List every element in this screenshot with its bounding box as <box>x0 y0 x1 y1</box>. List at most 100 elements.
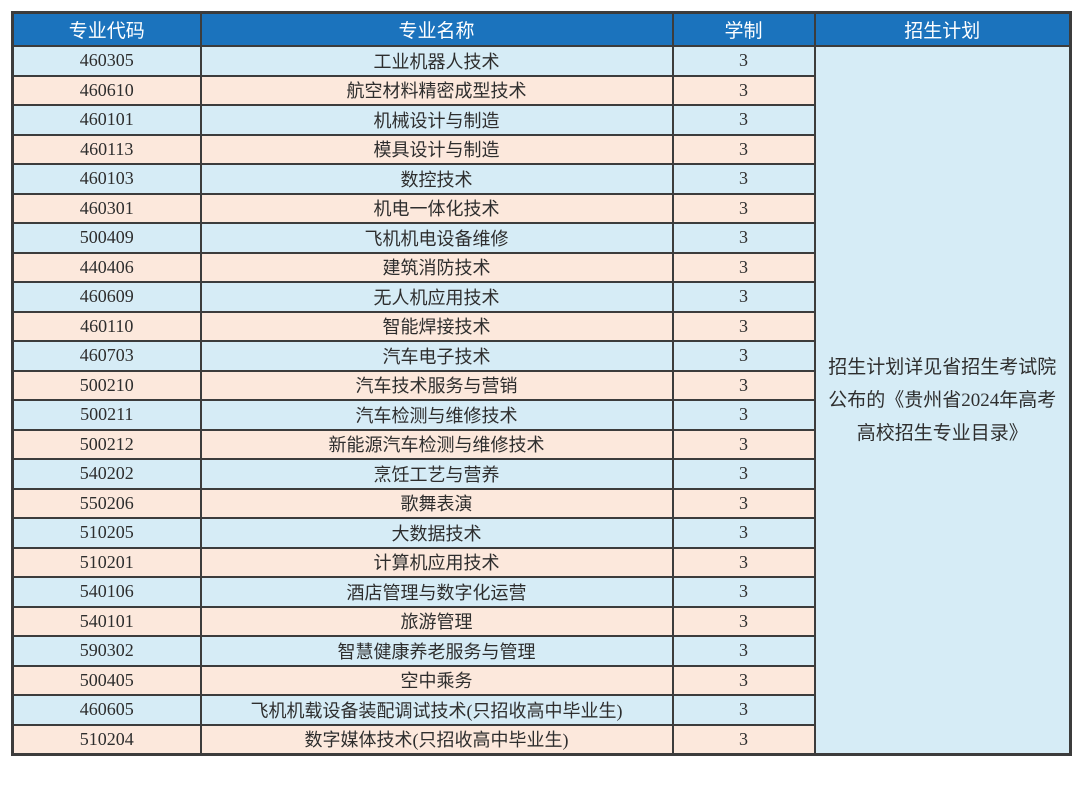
duration-cell: 3 <box>671 251 816 283</box>
table-row: 460113 模具设计与制造 3 <box>11 133 1071 165</box>
major-name-cell: 机械设计与制造 <box>199 104 674 136</box>
major-name-cell: 工业机器人技术 <box>199 45 674 77</box>
major-code-cell: 540106 <box>11 576 202 608</box>
major-name-cell: 新能源汽车检测与维修技术 <box>199 428 674 460</box>
table-row: 500210 汽车技术服务与营销 3 <box>11 369 1071 401</box>
duration-cell: 3 <box>671 192 816 224</box>
table-row: 540106 酒店管理与数字化运营 3 <box>11 576 1071 608</box>
major-code-cell: 460305 <box>11 45 202 77</box>
duration-cell: 3 <box>671 487 816 519</box>
table-row: 440406 建筑消防技术 3 <box>11 251 1071 283</box>
duration-cell: 3 <box>671 576 816 608</box>
major-code-cell: 500212 <box>11 428 202 460</box>
duration-cell: 3 <box>671 664 816 696</box>
table-row: 500405 空中乘务 3 <box>11 664 1071 696</box>
table-row: 510205 大数据技术 3 <box>11 517 1071 549</box>
duration-cell: 3 <box>671 45 816 77</box>
col-header-enrollment-plan: 招生计划 <box>813 11 1072 47</box>
major-name-cell: 烹饪工艺与营养 <box>199 458 674 490</box>
major-code-cell: 460610 <box>11 74 202 106</box>
col-header-major-code: 专业代码 <box>11 11 202 47</box>
major-code-cell: 510201 <box>11 546 202 578</box>
table-row: 460110 智能焊接技术 3 <box>11 310 1071 342</box>
major-name-cell: 酒店管理与数字化运营 <box>199 576 674 608</box>
major-name-cell: 汽车技术服务与营销 <box>199 369 674 401</box>
major-name-cell: 机电一体化技术 <box>199 192 674 224</box>
table-row: 460103 数控技术 3 <box>11 163 1071 195</box>
duration-cell: 3 <box>671 74 816 106</box>
major-code-cell: 540101 <box>11 605 202 637</box>
duration-cell: 3 <box>671 133 816 165</box>
major-name-cell: 计算机应用技术 <box>199 546 674 578</box>
duration-cell: 3 <box>671 310 816 342</box>
table-row: 460610 航空材料精密成型技术 3 <box>11 74 1071 106</box>
major-name-cell: 旅游管理 <box>199 605 674 637</box>
major-code-cell: 460703 <box>11 340 202 372</box>
major-code-cell: 550206 <box>11 487 202 519</box>
major-name-cell: 模具设计与制造 <box>199 133 674 165</box>
table-row: 540101 旅游管理 3 <box>11 605 1071 637</box>
duration-cell: 3 <box>671 605 816 637</box>
major-name-cell: 空中乘务 <box>199 664 674 696</box>
table-row: 460305 工业机器人技术 3 招生计划详见省招生考试院 公布的《贵州省2024年高… <box>11 45 1072 756</box>
major-code-cell: 510205 <box>11 517 202 549</box>
duration-cell: 3 <box>671 281 816 313</box>
table-row: 510204 数字媒体技术(只招收高中毕业生) 3 <box>11 723 1071 756</box>
duration-cell: 3 <box>671 163 816 195</box>
major-code-cell: 460301 <box>11 192 202 224</box>
major-code-cell: 460101 <box>11 104 202 136</box>
table-header-row: 专业代码 专业名称 学制 招生计划 <box>11 11 1072 47</box>
table-row: 460609 无人机应用技术 3 <box>11 281 1071 313</box>
duration-cell: 3 <box>671 694 816 726</box>
major-code-cell: 460605 <box>11 694 202 726</box>
duration-cell: 3 <box>671 546 816 578</box>
major-code-cell: 500210 <box>11 369 202 401</box>
enrollment-note-cell: 招生计划详见省招生考试院 公布的《贵州省2024年高考 高校招生专业目录》 <box>813 45 1072 756</box>
major-code-cell: 460609 <box>11 281 202 313</box>
major-code-cell: 510204 <box>11 723 202 756</box>
major-name-cell: 智慧健康养老服务与管理 <box>199 635 674 667</box>
major-name-cell: 数控技术 <box>199 163 674 195</box>
major-code-cell: 460113 <box>11 133 202 165</box>
table-row: 510201 计算机应用技术 3 <box>11 546 1071 578</box>
major-name-cell: 歌舞表演 <box>199 487 674 519</box>
table-row: 460101 机械设计与制造 3 <box>11 104 1071 136</box>
duration-cell: 3 <box>671 517 816 549</box>
major-name-cell: 建筑消防技术 <box>199 251 674 283</box>
major-name-cell: 飞机机电设备维修 <box>199 222 674 254</box>
table-row: 500409 飞机机电设备维修 3 <box>11 222 1071 254</box>
duration-cell: 3 <box>671 399 816 431</box>
major-code-cell: 540202 <box>11 458 202 490</box>
major-code-cell: 500409 <box>11 222 202 254</box>
major-name-cell: 汽车检测与维修技术 <box>199 399 674 431</box>
major-code-cell: 440406 <box>11 251 202 283</box>
duration-cell: 3 <box>671 369 816 401</box>
table-row: 590302 智慧健康养老服务与管理 3 <box>11 635 1071 667</box>
major-code-cell: 500211 <box>11 399 202 431</box>
duration-cell: 3 <box>671 104 816 136</box>
duration-cell: 3 <box>671 635 816 667</box>
major-code-cell: 500405 <box>11 664 202 696</box>
major-name-cell: 飞机机载设备装配调试技术(只招收高中毕业生) <box>199 694 674 726</box>
table-row: 460301 机电一体化技术 3 <box>11 192 1071 224</box>
major-name-cell: 大数据技术 <box>199 517 674 549</box>
enrollment-plan-table: 专业代码 专业名称 学制 招生计划 460305 工业机器人技术 3 招生计划详见省招… <box>11 11 1072 756</box>
table-row: 500212 新能源汽车检测与维修技术 3 <box>11 428 1071 460</box>
major-code-cell: 590302 <box>11 635 202 667</box>
major-name-cell: 智能焊接技术 <box>199 310 674 342</box>
table-row: 460703 汽车电子技术 3 <box>11 340 1071 372</box>
table-row: 460605 飞机机载设备装配调试技术(只招收高中毕业生) 3 <box>11 694 1071 726</box>
table-row: 550206 歌舞表演 3 <box>11 487 1071 519</box>
duration-cell: 3 <box>671 428 816 460</box>
major-code-cell: 460103 <box>11 163 202 195</box>
duration-cell: 3 <box>671 458 816 490</box>
table-row: 500211 汽车检测与维修技术 3 <box>11 399 1071 431</box>
major-name-cell: 汽车电子技术 <box>199 340 674 372</box>
duration-cell: 3 <box>671 723 816 756</box>
duration-cell: 3 <box>671 340 816 372</box>
major-code-cell: 460110 <box>11 310 202 342</box>
major-name-cell: 数字媒体技术(只招收高中毕业生) <box>199 723 674 756</box>
col-header-major-name: 专业名称 <box>199 11 674 47</box>
col-header-duration: 学制 <box>671 11 816 47</box>
major-name-cell: 航空材料精密成型技术 <box>199 74 674 106</box>
